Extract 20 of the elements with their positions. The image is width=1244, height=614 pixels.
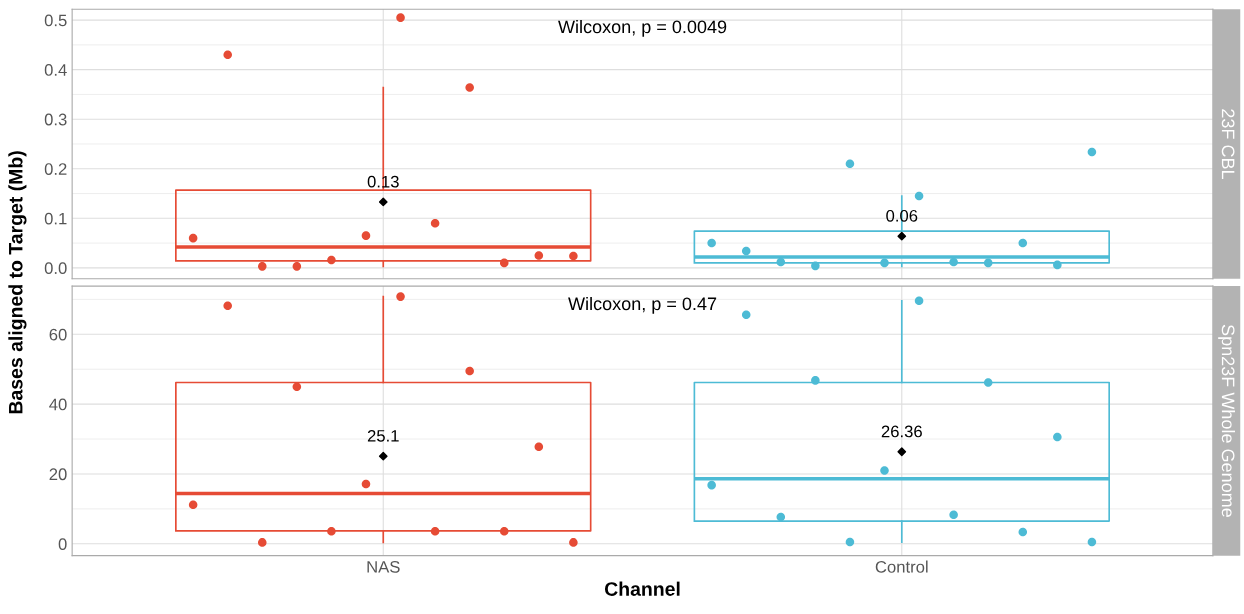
x-axis-title: Channel	[604, 581, 680, 596]
annotation: 25.1	[367, 429, 399, 442]
y-axis-title: Bases aligned to Target (Mb)	[8, 151, 27, 414]
text: 23F CBL	[1221, 109, 1235, 180]
x-tick-label: NAS	[367, 560, 400, 573]
y-tick-label: 0.5	[44, 14, 67, 27]
x-tick-label: Control	[875, 560, 928, 573]
y-tick-label: 40	[49, 398, 67, 411]
y-tick-label: 0.2	[44, 163, 67, 175]
annotation: Wilcoxon, p = 0.47	[568, 296, 717, 314]
y-tick-label: 0	[58, 538, 67, 550]
y-tick-label: 0.0	[44, 262, 67, 275]
text: Spn23F Whole Genome	[1218, 324, 1235, 517]
y-tick-label: 60	[49, 328, 67, 341]
y-tick-label: 0.4	[44, 64, 67, 76]
annotation: Wilcoxon, p = 0.0049	[558, 19, 727, 37]
annotation: 26.36	[881, 425, 922, 438]
y-tick-label: 0.3	[44, 113, 67, 126]
y-tick-label: 0.1	[44, 212, 67, 225]
y-tick-label: 20	[49, 468, 67, 481]
